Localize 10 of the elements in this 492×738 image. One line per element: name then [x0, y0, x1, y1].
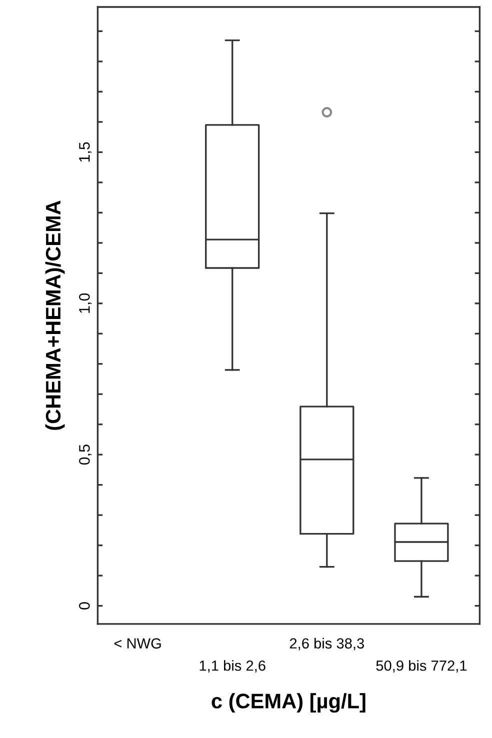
y-tick-label: 1,0 [79, 293, 92, 313]
x-tick-label: < NWG [114, 638, 161, 649]
y-tick-label: 0 [79, 602, 90, 610]
y-tick-label: 0,5 [79, 444, 92, 465]
x-tick-label: 50,9 bis 772,1 [376, 660, 467, 673]
x-tick-label: 2,6 bis 38,3 [290, 638, 364, 650]
y-axis-title: (CHEMA+HEMA)/CEMA [45, 200, 65, 430]
y-tick-label: 1,5 [79, 142, 92, 162]
x-tick-label: 1,1 bis 2,6 [200, 660, 266, 673]
x-axis-title: c (CEMA) [µg/L] [212, 693, 366, 713]
